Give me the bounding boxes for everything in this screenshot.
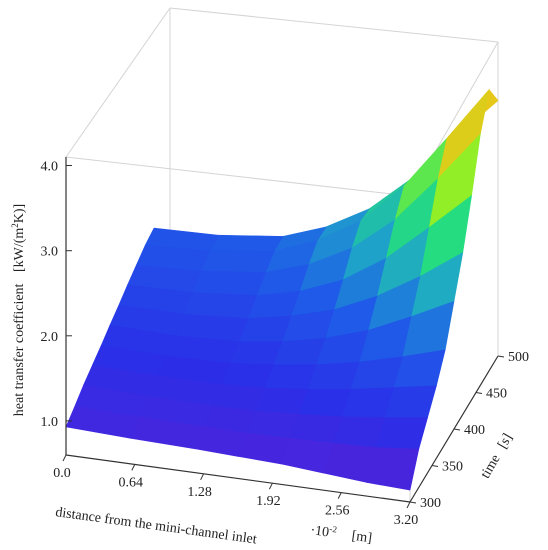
box-edge-front-top: [65, 156, 411, 197]
y-tick-label: 350: [442, 460, 463, 475]
z-tick-label: 4.0: [41, 160, 59, 175]
x-tick-mark: [62, 454, 67, 462]
y-tick-mark: [409, 501, 417, 504]
surface-cell: [263, 364, 317, 390]
y-tick-label: 450: [486, 387, 507, 402]
surface-cell: [200, 250, 275, 273]
surface-cell: [220, 362, 274, 389]
z-axis-label: heat transfer coefficient: [12, 283, 27, 416]
x-tick-mark: [406, 501, 411, 509]
box-edge-back-top: [169, 7, 499, 43]
surface-cell: [209, 234, 284, 252]
z-tick-label: 1.0: [41, 415, 59, 430]
x-axis-multiplier: ·10-2 [m]: [309, 518, 373, 546]
surface-cell: [255, 387, 308, 415]
x-tick-label: 3.20: [394, 513, 419, 528]
z-axis-unit-prefix: [kW/(m: [12, 228, 27, 272]
x-tick-mark: [337, 492, 342, 499]
surface-cell: [323, 442, 377, 483]
surface-cell: [298, 389, 351, 418]
z-axis-ticks: 1.0 2.0 3.0 4.0: [41, 160, 72, 430]
x-tick-mark: [131, 464, 136, 471]
y-tick-label: 400: [464, 423, 485, 438]
y-tick-mark: [431, 465, 439, 467]
x-tick-label: 2.56: [325, 504, 350, 519]
y-axis-ticks: 300 350 400 450 500: [409, 350, 529, 511]
surface-cell: [332, 416, 385, 448]
surface-cell: [229, 341, 283, 366]
y-tick-label: 500: [508, 350, 529, 365]
x-axis-line: [65, 454, 411, 503]
box-edge-left-top: [65, 7, 171, 158]
x-tick-label: 1.28: [187, 485, 212, 500]
y-tick-label: 300: [420, 496, 441, 511]
y-tick-mark: [475, 392, 483, 394]
x-axis-title: distance from the mini-channel inlet: [54, 505, 257, 547]
surface-cell: [237, 432, 291, 465]
z-axis-unit-suffix: K)]: [12, 204, 27, 223]
x-axis-unit: [m]: [351, 529, 373, 547]
z-tick-label: 2.0: [41, 330, 59, 345]
y-axis-title: time [s]: [478, 431, 516, 481]
z-axis-unit-exponent: 2: [10, 223, 20, 228]
surface-cell: [366, 447, 420, 491]
y-axis-label: time: [478, 452, 503, 481]
z-tick-label: 3.0: [41, 245, 59, 260]
y-tick-mark: [453, 428, 461, 431]
x-axis-label: distance from the mini-channel inlet: [54, 505, 257, 547]
z-axis-title: heat transfer coefficient [kW/(m2K)]: [10, 204, 27, 416]
surface-mesh: [65, 88, 499, 491]
y-axis-unit: [s]: [495, 431, 515, 451]
y-tick-mark: [497, 355, 505, 358]
x-tick-label: 0.0: [53, 466, 71, 481]
x-tick-label: 0.64: [119, 475, 144, 490]
x-tick-label: 1.92: [256, 494, 281, 509]
surface-cell: [65, 405, 140, 439]
x-axis-ticks: 3.20 2.56 1.92 1.28 0.64 0.0: [53, 454, 419, 528]
x-axis-multiplier-exponent: -2: [329, 524, 338, 535]
surface-cell: [191, 270, 266, 296]
x-axis-multiplier-base: ·10: [309, 523, 330, 540]
x-tick-mark: [200, 473, 205, 481]
x-tick-mark: [268, 482, 273, 490]
surface-cell: [280, 437, 334, 474]
surface-cell: [375, 417, 428, 450]
